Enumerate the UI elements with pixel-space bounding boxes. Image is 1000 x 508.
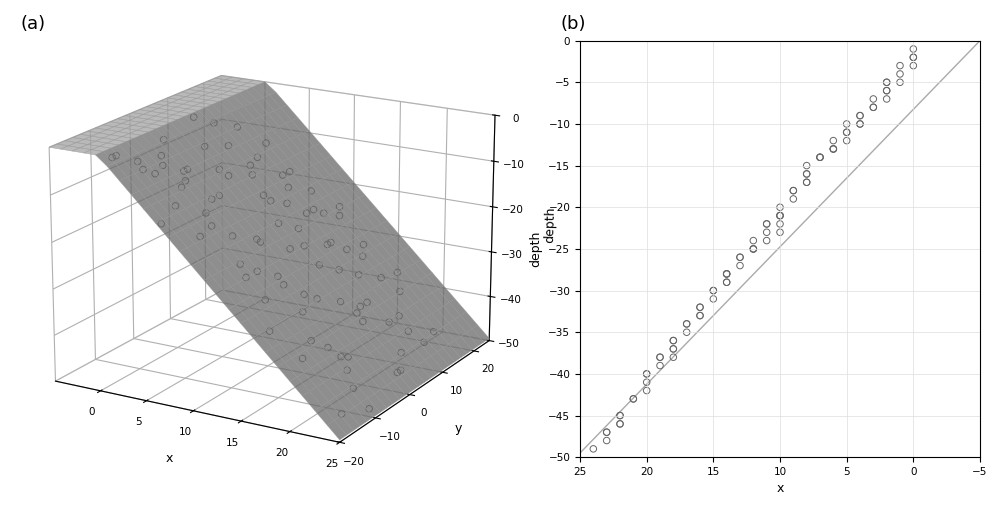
Point — [665, 336, 681, 344]
Point — [772, 220, 788, 228]
Point — [732, 253, 748, 261]
Point — [785, 186, 801, 195]
Point — [839, 128, 855, 136]
Point — [719, 270, 735, 278]
Point — [892, 70, 908, 78]
Point — [865, 103, 881, 111]
Point — [905, 53, 921, 61]
Point — [585, 445, 601, 453]
Point — [599, 428, 615, 436]
Point — [852, 120, 868, 128]
Point — [852, 120, 868, 128]
Point — [612, 411, 628, 420]
Point — [812, 153, 828, 162]
Point — [879, 86, 895, 94]
Point — [665, 345, 681, 353]
Point — [719, 270, 735, 278]
Point — [785, 195, 801, 203]
Point — [705, 287, 721, 295]
Point — [892, 78, 908, 86]
Point — [812, 153, 828, 162]
Point — [625, 395, 641, 403]
Point — [759, 237, 775, 245]
Point — [639, 378, 655, 386]
Point — [759, 220, 775, 228]
Point — [799, 170, 815, 178]
Point — [625, 395, 641, 403]
Point — [865, 103, 881, 111]
Point — [652, 353, 668, 361]
Point — [812, 153, 828, 162]
Point — [799, 178, 815, 186]
Point — [772, 211, 788, 219]
Point — [772, 211, 788, 219]
Point — [692, 303, 708, 311]
Point — [692, 303, 708, 311]
Point — [692, 311, 708, 320]
X-axis label: x: x — [165, 452, 173, 465]
Point — [839, 120, 855, 128]
Point — [799, 170, 815, 178]
Point — [799, 162, 815, 170]
Point — [705, 295, 721, 303]
Point — [665, 353, 681, 361]
Point — [852, 112, 868, 120]
Point — [719, 270, 735, 278]
Point — [745, 245, 761, 253]
Point — [892, 61, 908, 70]
Point — [679, 320, 695, 328]
Point — [665, 345, 681, 353]
Point — [612, 411, 628, 420]
Point — [745, 245, 761, 253]
Point — [759, 220, 775, 228]
Text: (a): (a) — [20, 15, 45, 33]
Point — [879, 95, 895, 103]
Point — [772, 203, 788, 211]
Y-axis label: depth: depth — [530, 231, 543, 267]
Point — [879, 78, 895, 86]
Point — [905, 61, 921, 70]
Point — [879, 86, 895, 94]
Point — [612, 420, 628, 428]
Point — [665, 336, 681, 344]
Point — [825, 145, 841, 153]
Point — [599, 436, 615, 444]
Point — [732, 262, 748, 270]
Point — [639, 387, 655, 395]
Point — [852, 112, 868, 120]
Point — [825, 145, 841, 153]
Point — [652, 362, 668, 370]
Point — [719, 278, 735, 287]
Point — [825, 137, 841, 145]
Point — [692, 311, 708, 320]
X-axis label: x: x — [776, 483, 784, 495]
Point — [745, 237, 761, 245]
Point — [759, 228, 775, 236]
Point — [732, 253, 748, 261]
Point — [865, 95, 881, 103]
Point — [839, 128, 855, 136]
Point — [785, 186, 801, 195]
Point — [799, 178, 815, 186]
Point — [772, 211, 788, 219]
Point — [745, 245, 761, 253]
Point — [639, 370, 655, 378]
Point — [599, 428, 615, 436]
Point — [825, 145, 841, 153]
Point — [879, 78, 895, 86]
Point — [705, 287, 721, 295]
Y-axis label: y: y — [454, 423, 462, 435]
Point — [679, 328, 695, 336]
Text: (b): (b) — [560, 15, 586, 33]
Point — [719, 278, 735, 287]
Point — [652, 353, 668, 361]
Point — [839, 137, 855, 145]
Point — [905, 53, 921, 61]
Point — [772, 228, 788, 236]
Point — [639, 370, 655, 378]
Point — [612, 420, 628, 428]
Point — [679, 320, 695, 328]
Point — [905, 45, 921, 53]
